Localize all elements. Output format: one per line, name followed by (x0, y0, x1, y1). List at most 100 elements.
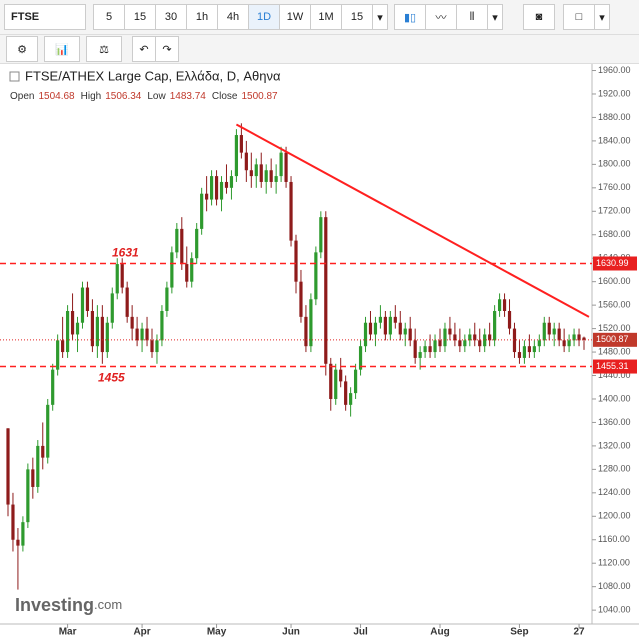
bar-icon[interactable]: ⫴ (456, 4, 488, 30)
compare-icon[interactable]: ⚖ (86, 36, 122, 62)
y-tick-label: 1720.00 (598, 206, 631, 216)
candle-body (398, 322, 402, 335)
x-tick-label: Apr (133, 627, 150, 638)
dropdown[interactable]: ▾ (487, 4, 503, 30)
interval-button[interactable]: 1D (248, 4, 280, 30)
candle-body (105, 322, 109, 353)
candle-body (254, 164, 258, 177)
candle-body (115, 264, 119, 294)
symbol-box[interactable]: FTSE (4, 4, 86, 30)
chart-title: FTSE/ATHEX Large Cap, Ελλάδα, D, Αθηνα (25, 68, 281, 83)
candle-body (428, 346, 432, 353)
candle-body (190, 258, 194, 282)
candle-body (453, 334, 457, 341)
logo-brand: Investing (15, 595, 94, 615)
x-tick-label: Sep (510, 627, 528, 638)
x-tick-label: Mar (59, 627, 77, 638)
logo: Investing.com (15, 595, 122, 615)
y-tick-label: 1400.00 (598, 393, 631, 403)
ohlc-info: Open 1504.68 High 1506.34 Low 1483.74 Close 150… (10, 91, 278, 102)
y-tick-label: 1920.00 (598, 88, 631, 98)
redo-icon[interactable]: ↷ (155, 36, 179, 62)
candle-body (448, 328, 452, 335)
interval-button[interactable]: 15 (341, 4, 373, 30)
candle-body (324, 217, 328, 364)
ohlc-value: 1504.68 (38, 91, 75, 102)
indicators-icon[interactable]: 📊 (44, 36, 80, 62)
candle-body (160, 311, 164, 341)
candle-body (463, 340, 467, 347)
candle-body (339, 369, 343, 382)
candle-body (110, 293, 114, 323)
camera-icon[interactable]: ◙ (523, 4, 555, 30)
candle-icon[interactable]: ▮▯ (394, 4, 426, 30)
candle-body (294, 240, 298, 282)
candle-body (269, 170, 273, 182)
x-tick-label: May (207, 627, 227, 638)
candle-body (567, 340, 571, 347)
color-icon[interactable]: □ (563, 4, 595, 30)
y-tick-label: 1280.00 (598, 464, 631, 474)
candle-body (61, 340, 65, 353)
interval-button[interactable]: 30 (155, 4, 187, 30)
candle-body (214, 176, 219, 200)
logo-suffix: .com (94, 597, 122, 612)
interval-button[interactable]: 5 (93, 4, 125, 30)
dropdown[interactable]: ▾ (372, 4, 388, 30)
y-tick-label: 1080.00 (598, 581, 631, 591)
candle-body (388, 316, 392, 335)
candle-body (100, 316, 104, 353)
dropdown[interactable]: ▾ (594, 4, 610, 30)
candle-body (542, 322, 546, 341)
ohlc-label: Open (10, 91, 34, 102)
collapse-icon[interactable] (9, 71, 20, 82)
interval-button[interactable]: 4h (217, 4, 249, 30)
candle-body (284, 152, 288, 182)
interval-button[interactable]: 15 (124, 4, 156, 30)
candle-body (557, 328, 561, 341)
line-icon[interactable]: 〰 (425, 4, 457, 30)
undo-icon[interactable]: ↶ (132, 36, 156, 62)
y-tick-label: 1520.00 (598, 323, 631, 333)
y-tick-label: 1560.00 (598, 300, 631, 310)
candle-body (205, 193, 209, 200)
settings-icon[interactable]: ⚙ (6, 36, 38, 62)
candle-body (413, 340, 417, 358)
candle-body (185, 264, 189, 282)
y-tick-label: 1960.00 (598, 65, 631, 75)
candle-body (577, 334, 581, 341)
candle-body (11, 504, 15, 540)
candle-body (120, 264, 124, 288)
candle-body (26, 469, 30, 523)
candle-body (274, 176, 278, 182)
candle-body (244, 152, 248, 171)
interval-button[interactable]: 1W (279, 4, 311, 30)
price-tag-label: 1630.99 (596, 258, 629, 268)
candle-body (483, 334, 487, 347)
candle-body (75, 322, 80, 335)
y-tick-label: 1800.00 (598, 159, 631, 169)
chart-bg (0, 64, 639, 640)
interval-button[interactable]: 1h (186, 4, 218, 30)
chart: FTSE/ATHEX Large Cap, Ελλάδα, D, Αθηνα O… (0, 64, 639, 640)
candle-body (314, 252, 318, 300)
y-tick-label: 1480.00 (598, 346, 631, 356)
candle-body (180, 228, 184, 265)
y-tick-label: 1760.00 (598, 182, 631, 192)
y-tick-label: 1440.00 (598, 370, 631, 380)
candle-body (85, 287, 90, 311)
candle-body (522, 346, 527, 358)
candle-body (224, 181, 229, 188)
candle-body (488, 334, 492, 341)
candle-body (572, 334, 576, 341)
candle-body (249, 170, 253, 177)
candle-body (309, 299, 313, 347)
candle-body (334, 369, 338, 399)
candle-body (373, 322, 378, 335)
y-tick-label: 1320.00 (598, 440, 631, 450)
y-tick-label: 1160.00 (598, 534, 630, 544)
candle-body (279, 152, 283, 177)
candle-body (200, 193, 204, 229)
interval-button[interactable]: 1M (310, 4, 342, 30)
